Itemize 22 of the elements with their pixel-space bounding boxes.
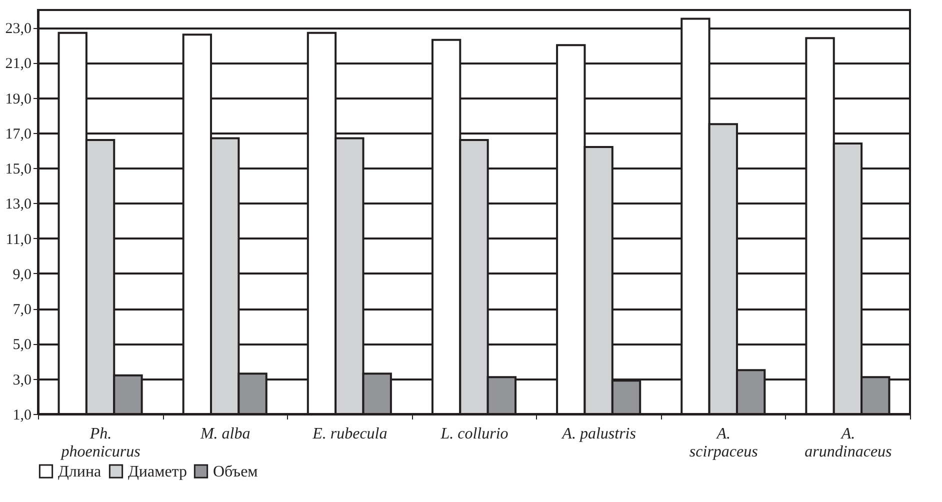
y-tick-label: 15,0 — [5, 162, 32, 178]
y-tick-label: 3,0 — [12, 372, 32, 388]
x-tick-label: E. rubecula — [312, 426, 388, 442]
y-tick-label: 1,0 — [12, 408, 32, 424]
legend-label: Длина — [58, 463, 102, 480]
x-tick-label: Ph. phoenicurus — [60, 426, 140, 460]
x-tick-label: L. collurio — [440, 426, 508, 442]
y-tick-label: 21,0 — [5, 56, 32, 72]
y-tick-label: 7,0 — [12, 302, 32, 318]
y-tick-label: 11,0 — [6, 232, 32, 248]
legend-label: Объем — [213, 463, 258, 480]
y-tick-label: 19,0 — [5, 91, 32, 108]
y-tick-label: 9,0 — [12, 266, 32, 283]
y-tick-label: 23,0 — [5, 21, 32, 38]
y-tick-label: 17,0 — [5, 126, 32, 142]
legend-label: Диаметр — [128, 463, 187, 480]
x-tick-label: A. arundinaceus — [804, 426, 892, 460]
x-tick-label: A. scirpaceus — [689, 426, 758, 460]
x-tick-label: M. alba — [199, 426, 250, 442]
y-tick-label: 5,0 — [12, 337, 32, 354]
y-tick-label: 13,0 — [5, 196, 32, 213]
x-tick-label: A. palustris — [561, 426, 636, 442]
